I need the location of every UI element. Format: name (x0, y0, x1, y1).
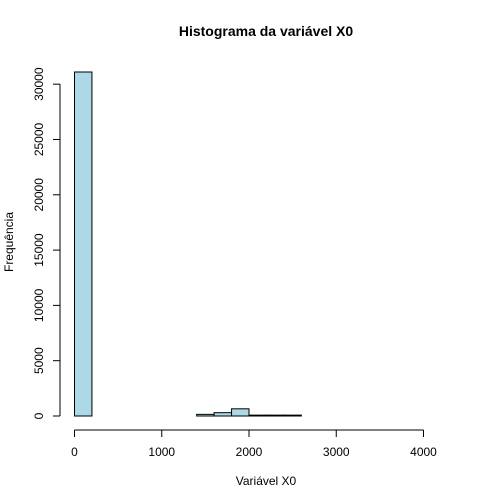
bars-group (74, 71, 302, 417)
y-tick-label: 0 (32, 412, 46, 419)
y-tick-label: 25000 (32, 122, 46, 156)
histogram-bar (213, 412, 233, 417)
x-tick-label: 1000 (148, 445, 175, 459)
y-tick-label: 5000 (32, 347, 46, 374)
y-tick-label: 20000 (32, 178, 46, 212)
y-axis: 0 5000 10000 15000 20000 25000 30000 (32, 67, 61, 419)
x-tick-label: 2000 (236, 445, 263, 459)
x-tick-label: 4000 (410, 445, 437, 459)
chart-title: Histograma da variável X0 (179, 23, 354, 39)
x-tick-label: 3000 (323, 445, 350, 459)
y-tick-label: 10000 (32, 288, 46, 322)
x-tick-label: 0 (71, 445, 78, 459)
histogram-bar (74, 71, 93, 417)
histogram-bar (283, 414, 302, 417)
histogram-bar (231, 408, 250, 417)
histogram-bar (265, 414, 285, 417)
x-axis: 0 1000 2000 3000 4000 (71, 429, 437, 459)
y-tick-label: 15000 (32, 233, 46, 267)
y-axis-label: Frequência (2, 212, 16, 272)
x-axis-label: Variável X0 (236, 474, 297, 488)
histogram-bar (248, 414, 267, 417)
y-tick-label: 30000 (32, 67, 46, 101)
histogram-bar (196, 413, 215, 417)
